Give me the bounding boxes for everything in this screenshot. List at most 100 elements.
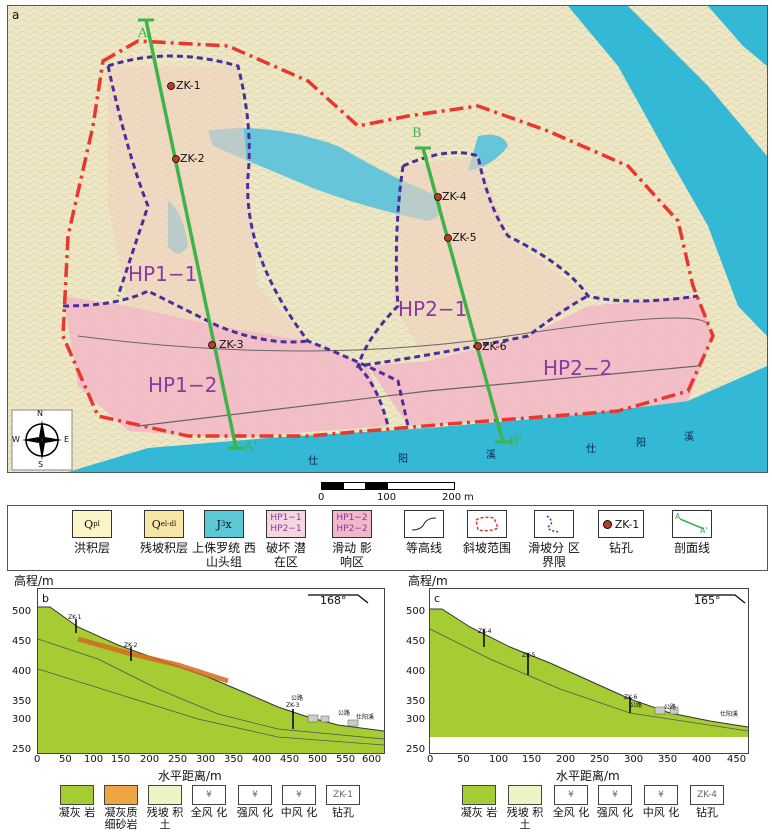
zone-label-hp1-1: HP1−1 bbox=[128, 262, 198, 286]
legend-residual-c bbox=[508, 785, 542, 805]
legend-residual-b bbox=[148, 785, 182, 805]
legend-caption-full-c: 全风 化 bbox=[552, 806, 590, 819]
zone-hp1-2 bbox=[63, 296, 388, 438]
scale-tick-0: 0 bbox=[318, 492, 325, 503]
profile-b-label-road2: 公路 bbox=[338, 710, 351, 717]
legend-caption-zone-boundary: 滑坡分 区界限 bbox=[528, 541, 580, 569]
legend-caption-borehole-b: 钻孔 bbox=[332, 806, 354, 819]
legend-symbol-hp-influence: HP1−2 HP2−2 bbox=[332, 510, 372, 538]
zone-hp1-1 bbox=[108, 66, 308, 341]
zone-label-hp2-1: HP2−1 bbox=[398, 297, 468, 321]
borehole-label-zk1: ZK-1 bbox=[176, 79, 201, 92]
contour-icon bbox=[411, 517, 437, 531]
profile-b-ylabel: 高程/m bbox=[14, 574, 54, 588]
map-panel bbox=[7, 5, 768, 473]
scale-unit: m bbox=[464, 492, 474, 503]
legend-caption-potential: 破坏 潜在区 bbox=[266, 541, 306, 569]
river-label-4: 仕 bbox=[586, 444, 596, 455]
legend-caption-strong-b: 强风 化 bbox=[236, 806, 274, 819]
legend-symbol-slope bbox=[467, 510, 507, 538]
map-svg bbox=[8, 6, 767, 472]
compass-w: W bbox=[12, 435, 20, 444]
profile-c-svg bbox=[430, 594, 748, 737]
legend-caption-residual-b: 残坡 积土 bbox=[146, 806, 184, 831]
profile-b-direction: 168° bbox=[320, 594, 347, 607]
profile-label-a-prime: A' bbox=[244, 440, 257, 455]
sandstone-band-b bbox=[77, 636, 229, 684]
compass-e: E bbox=[64, 435, 70, 444]
borehole-label-zk3: ZK-3 bbox=[219, 338, 244, 351]
legend-symbol-contour bbox=[404, 510, 444, 538]
profile-b-label-zk2: ZK-2 bbox=[124, 642, 138, 649]
legend-caption-sandstone-b: 凝灰质 细砂岩 bbox=[104, 806, 138, 831]
river-label-3: 溪 bbox=[486, 450, 496, 461]
legend-caption-influence: 滑动 影响区 bbox=[332, 541, 372, 569]
road bbox=[137, 365, 699, 427]
borehole-label-zk2: ZK-2 bbox=[180, 152, 205, 165]
legend-caption-strong-c: 强风 化 bbox=[596, 806, 634, 819]
legend-caption-j3x: 上侏罗统 西山头组 bbox=[192, 541, 256, 569]
zone-boundary-1 bbox=[107, 54, 410, 427]
profile-c-label-road2: 公路 bbox=[664, 704, 677, 711]
legend-caption-full-b: 全风 化 bbox=[190, 806, 228, 819]
profile-b-label-zk1: ZK-1 bbox=[68, 614, 82, 621]
legend-caption-section: 剖面线 bbox=[673, 541, 710, 555]
borehole-label-zk4: ZK-4 bbox=[442, 190, 467, 203]
profile-c-label-river: 仕阳溪 bbox=[720, 711, 739, 718]
borehole-label-zk6: ZK-6 bbox=[482, 340, 507, 353]
profile-b-xlabel: 水平距离/m bbox=[158, 769, 222, 783]
legend-caption-tuff-c: 凝灰 岩 bbox=[460, 806, 498, 819]
legend-caption-borehole: 钻孔 bbox=[608, 541, 633, 555]
legend-mid-weathered-b: ¥ bbox=[282, 785, 316, 805]
profile-c-label-zk4: ZK-4 bbox=[478, 628, 492, 635]
profile-c-panel bbox=[429, 588, 749, 754]
slope-boundary-icon bbox=[475, 516, 499, 532]
scale-bar bbox=[321, 482, 455, 490]
legend-caption-contour: 等高线 bbox=[405, 541, 442, 555]
zone-label-hp1-2: HP1−2 bbox=[148, 373, 218, 397]
legend-strong-weathered-c: ¥ bbox=[598, 785, 632, 805]
legend-symbol-borehole: ZK-1 bbox=[598, 510, 644, 538]
river-label-1: 仕 bbox=[308, 456, 318, 467]
legend-sandstone-b bbox=[104, 785, 138, 805]
profile-b-label-river: 仕阳溪 bbox=[356, 714, 375, 721]
legend-mid-weathered-c: ¥ bbox=[644, 785, 678, 805]
borehole-icon bbox=[602, 519, 612, 529]
bottom-legend-c: ¥ ¥ ¥ ZK-4 凝灰 岩 残坡 积土 全风 化 强风 化 中风 化 钻孔 bbox=[0, 785, 772, 837]
profile-b-label-road1: 公路 bbox=[291, 695, 304, 702]
profile-c-xlabel: 水平距离/m bbox=[556, 769, 620, 783]
profile-c-ylabel: 高程/m bbox=[408, 574, 448, 588]
legend-strong-weathered-b: ¥ bbox=[238, 785, 272, 805]
legend-caption-mid-c: 中风 化 bbox=[642, 806, 680, 819]
legend-borehole-c: ZK-4 bbox=[690, 785, 724, 805]
profile-b-svg bbox=[38, 594, 384, 753]
profile-label-b: B bbox=[412, 126, 422, 141]
borehole-marks bbox=[167, 82, 482, 350]
legend-caption-mid-b: 中风 化 bbox=[280, 806, 318, 819]
profile-label-a: A bbox=[138, 26, 148, 41]
reservoir-1 bbox=[208, 128, 442, 221]
profile-b-label-zk3: ZK-3 bbox=[286, 702, 300, 709]
profile-c-xticks: 0 50 100 150 200 250 300 350 400 450 bbox=[427, 754, 747, 765]
profile-c-label-road1: 公路 bbox=[630, 702, 643, 709]
zone-boundary-icon bbox=[546, 515, 560, 533]
legend-full-weathered-c: ¥ bbox=[554, 785, 588, 805]
zone-hp2-1 bbox=[393, 156, 588, 361]
compass-n: N bbox=[37, 409, 43, 418]
profile-c-label-zk6: ZK-6 bbox=[624, 694, 638, 701]
river-label-2: 阳 bbox=[398, 454, 408, 465]
tuff-layer-b bbox=[38, 607, 384, 753]
legend-caption-qeldl: 残坡积层 bbox=[139, 541, 188, 555]
river-upper bbox=[568, 6, 767, 336]
bottom-legend-b: ¥ ¥ ¥ ZK-1 凝灰 岩 凝灰质 细砂岩 残坡 积土 全风 化 强风 化 … bbox=[0, 785, 400, 837]
legend-symbol-hp-potential: HP1−1 HP2−1 bbox=[266, 510, 306, 538]
legend-full-weathered-b: ¥ bbox=[192, 785, 226, 805]
profile-line-a bbox=[144, 19, 238, 449]
scale-tick-100: 100 bbox=[377, 492, 397, 503]
legend-caption-residual-c: 残坡 积土 bbox=[506, 806, 544, 831]
legend-tuff-b bbox=[60, 785, 94, 805]
